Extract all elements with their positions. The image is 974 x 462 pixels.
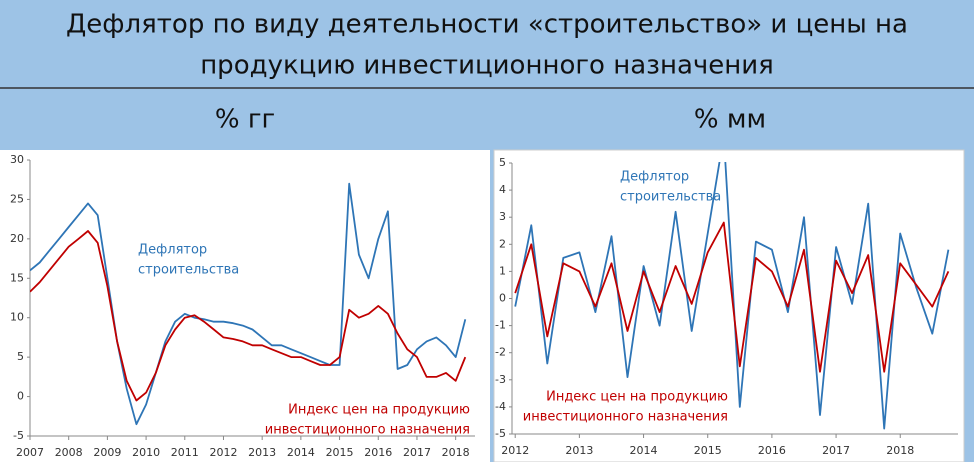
y-tick-label: 5	[499, 156, 506, 169]
y-tick-label: -2	[495, 346, 506, 359]
y-tick-label: 10	[10, 311, 24, 324]
x-tick-label: 2008	[55, 446, 83, 459]
y-tick-label: 20	[10, 232, 24, 245]
x-tick-label: 2017	[403, 446, 431, 459]
series-line	[30, 230, 467, 402]
y-tick-label: -1	[495, 319, 506, 332]
annotation: Дефлятор	[138, 243, 207, 258]
series-line	[514, 221, 950, 373]
y-tick-label: 0	[17, 390, 24, 403]
y-tick-label: -4	[495, 400, 506, 413]
y-tick-label: 25	[10, 192, 24, 205]
x-tick-label: 2007	[16, 446, 44, 459]
x-tick-label: 2013	[248, 446, 276, 459]
annotation: инвестиционного назначения	[265, 423, 470, 438]
x-tick-label: 2016	[758, 444, 786, 457]
x-tick-label: 2017	[822, 444, 850, 457]
x-tick-label: 2010	[132, 446, 160, 459]
title-line: продукцию инвестиционного назначения	[200, 51, 774, 81]
x-tick-label: 2014	[287, 446, 315, 459]
x-tick-label: 2014	[630, 444, 658, 457]
x-tick-label: 2015	[694, 444, 722, 457]
x-tick-label: 2011	[171, 446, 199, 459]
y-tick-label: 15	[10, 271, 24, 284]
annotation: Дефлятор	[620, 170, 689, 185]
x-tick-label: 2016	[364, 446, 392, 459]
y-tick-label: 1	[499, 264, 506, 277]
x-tick-label: 2009	[93, 446, 121, 459]
series-line	[30, 182, 467, 426]
chart-subtitle: % мм	[694, 105, 766, 135]
chart-subtitle: % гг	[215, 105, 275, 135]
x-tick-label: 2013	[565, 444, 593, 457]
plot	[30, 182, 467, 426]
chart-background	[0, 150, 490, 462]
y-tick-label: 30	[10, 153, 24, 166]
y-tick-label: 4	[499, 183, 506, 196]
y-tick-label: 2	[499, 237, 506, 250]
y-tick-label: -3	[495, 373, 506, 386]
plot	[514, 162, 950, 430]
annotation: строительства	[620, 190, 721, 205]
x-tick-label: 2018	[886, 444, 914, 457]
annotation: инвестиционного назначения	[523, 410, 728, 425]
y-tick-label: -5	[495, 427, 506, 440]
y-tick-label: 5	[17, 350, 24, 363]
annotation: строительства	[138, 263, 239, 278]
y-tick-label: 0	[499, 292, 506, 305]
x-tick-label: 2012	[209, 446, 237, 459]
y-tick-label: 3	[499, 210, 506, 223]
title-line: Дефлятор по виду деятельности «строитель…	[66, 10, 908, 40]
y-tick-label: -5	[13, 429, 24, 442]
x-tick-label: 2015	[326, 446, 354, 459]
annotation: Индекс цен на продукцию	[288, 403, 470, 418]
x-tick-label: 2018	[442, 446, 470, 459]
x-tick-label: 2012	[501, 444, 529, 457]
annotation: Индекс цен на продукцию	[546, 390, 728, 405]
